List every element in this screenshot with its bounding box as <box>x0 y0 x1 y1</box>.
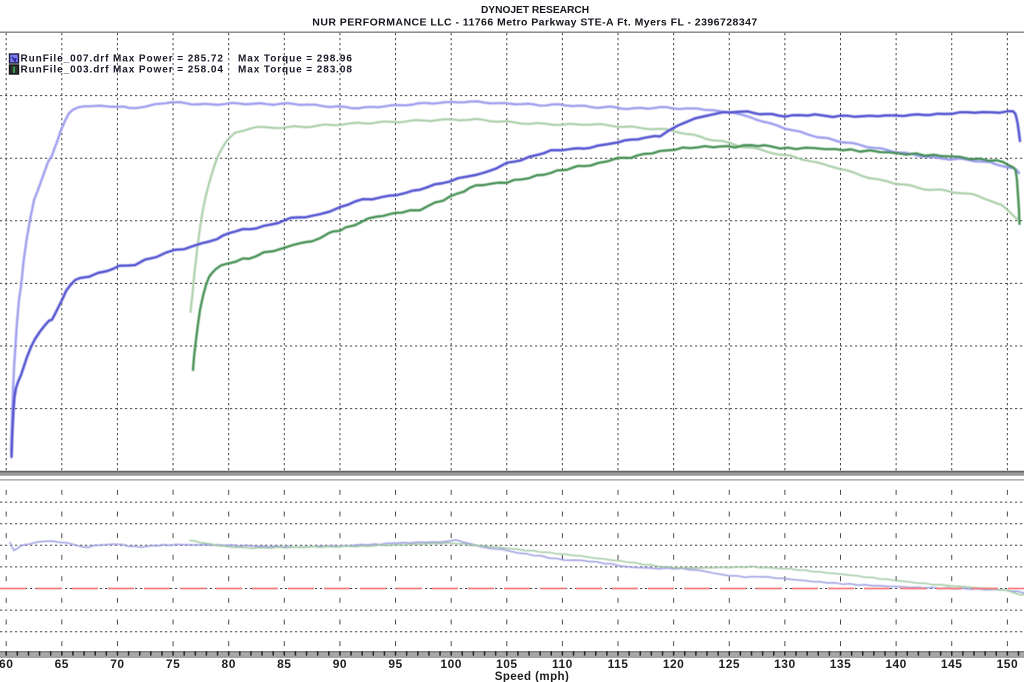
svg-text:125: 125 <box>719 657 741 671</box>
svg-text:80: 80 <box>222 657 236 671</box>
svg-text:115: 115 <box>608 657 629 671</box>
svg-text:120: 120 <box>663 657 685 671</box>
svg-text:65: 65 <box>55 657 69 671</box>
svg-text:Max Torque = 298.96: Max Torque = 298.96 <box>238 54 353 65</box>
svg-text:RunFile_003.drf Max Power = 25: RunFile_003.drf Max Power = 258.04 <box>21 65 224 76</box>
svg-text:95: 95 <box>388 657 402 671</box>
svg-text:90: 90 <box>333 657 347 671</box>
svg-text:Speed (mph): Speed (mph) <box>495 671 570 682</box>
svg-text:140: 140 <box>885 657 907 671</box>
svg-text:NUR PERFORMANCE LLC - 11766 Me: NUR PERFORMANCE LLC - 11766 Metro Parkwa… <box>312 17 757 29</box>
svg-text:75: 75 <box>166 657 180 671</box>
svg-text:135: 135 <box>830 657 852 671</box>
svg-text:130: 130 <box>774 657 796 671</box>
svg-text:60: 60 <box>0 657 13 671</box>
svg-text:DYNOJET RESEARCH: DYNOJET RESEARCH <box>481 5 589 16</box>
svg-text:70: 70 <box>110 657 124 671</box>
svg-text:150: 150 <box>997 657 1019 671</box>
svg-text:105: 105 <box>496 657 518 671</box>
svg-text:145: 145 <box>941 657 963 671</box>
svg-text:110: 110 <box>552 657 573 671</box>
svg-text:100: 100 <box>440 657 462 671</box>
svg-text:Max Torque = 283.08: Max Torque = 283.08 <box>238 65 353 76</box>
svg-text:85: 85 <box>277 657 291 671</box>
svg-text:RunFile_007.drf Max Power = 28: RunFile_007.drf Max Power = 285.72 <box>21 54 224 65</box>
